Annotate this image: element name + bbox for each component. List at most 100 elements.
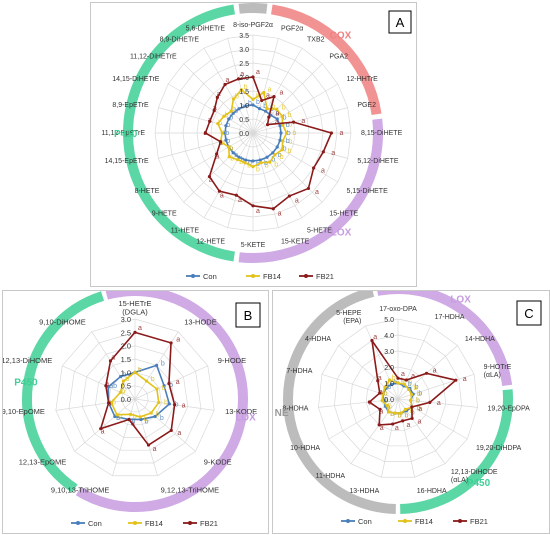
- significance-letter: b: [226, 138, 230, 145]
- axis-label-5-12-dihete: 5,12-DiHETE: [357, 158, 399, 165]
- data-point-fb14: [268, 160, 272, 164]
- tick-label: 2.0: [121, 342, 131, 351]
- axis-label-pge2: PGE2: [357, 102, 376, 109]
- spoke-line: [62, 365, 136, 400]
- data-point-fb21: [169, 341, 173, 345]
- data-point-fb21: [312, 166, 316, 170]
- tick-label: 0.5: [121, 382, 131, 391]
- axis-label-9-hode: 9-HODE: [218, 356, 246, 365]
- spoke-line: [91, 331, 136, 400]
- axis-label-13-kode: 13-KODE: [225, 407, 257, 416]
- grid-ring: [68, 331, 202, 464]
- axis-label-5-6-dihetre: 5,6-DiHETrE: [186, 26, 226, 33]
- significance-letter: b: [287, 130, 291, 137]
- group-ring-lox: [377, 291, 513, 386]
- legend-marker-fb21: [304, 274, 308, 278]
- significance-letter: a: [209, 177, 213, 184]
- significance-letter: a: [321, 168, 325, 175]
- axis-label-8-iso-pgf2: 8-iso-PGF2α: [233, 22, 273, 29]
- significance-letter: b: [283, 145, 287, 152]
- significance-letter: a: [275, 111, 279, 118]
- spoke-line: [134, 398, 158, 476]
- data-point-fb14: [265, 107, 269, 111]
- data-point-fb21: [167, 381, 171, 386]
- spoke-line: [112, 398, 136, 476]
- spoke-line: [252, 132, 303, 219]
- legend-label-con: Con: [88, 519, 102, 528]
- series-line-fb21: [368, 340, 458, 426]
- group-ring-p450: [123, 4, 235, 262]
- significance-letter: b: [392, 375, 396, 382]
- data-point-fb21: [215, 152, 219, 156]
- tick-label: 1.0: [121, 368, 131, 377]
- significance-letter: a: [203, 130, 207, 137]
- data-point-fb21: [287, 194, 291, 198]
- group-ring-ne: [238, 3, 268, 14]
- data-point-fb21: [172, 403, 177, 407]
- significance-letter: a: [256, 208, 260, 215]
- tick-label: 5.0: [384, 317, 394, 324]
- data-point-fb21: [251, 75, 255, 79]
- significance-letter: b: [282, 104, 286, 111]
- data-point-con: [275, 145, 279, 149]
- series-line-con: [107, 364, 171, 421]
- significance-letter: b: [383, 398, 387, 405]
- spoke-line: [397, 398, 468, 440]
- data-point-fb14: [231, 97, 235, 101]
- significance-letter: a: [437, 400, 441, 407]
- tick-label: 4.0: [384, 333, 394, 340]
- significance-letter: b: [234, 108, 238, 115]
- axis-label-12-hete: 12-HETE: [196, 238, 225, 245]
- data-point-con: [258, 158, 262, 162]
- data-point-con: [118, 374, 123, 379]
- significance-letter: b: [121, 388, 125, 395]
- spoke-line: [167, 132, 254, 183]
- data-point-con: [244, 158, 248, 162]
- significance-letter: b: [384, 390, 388, 397]
- axis-label-8-15-dihete: 8,15-DiHETE: [361, 130, 403, 137]
- data-point-fb14: [227, 145, 231, 149]
- significance-letter: a: [339, 130, 343, 137]
- tick-label: 3.0: [121, 315, 131, 324]
- significance-letter: b: [390, 411, 394, 418]
- significance-letter: a: [131, 420, 135, 427]
- significance-letter: b: [175, 401, 179, 408]
- significance-letter: b: [401, 378, 405, 385]
- data-point-con: [237, 155, 241, 159]
- data-point-fb21: [218, 140, 223, 144]
- significance-letter: a: [177, 430, 181, 437]
- data-point-fb14: [229, 109, 233, 113]
- tick-label: 1.5: [239, 89, 249, 96]
- significance-letter: b: [145, 419, 149, 426]
- significance-letter: ab: [109, 383, 117, 390]
- data-point-fb21: [203, 131, 207, 135]
- data-point-fb21: [377, 423, 381, 427]
- significance-letter: b: [131, 419, 135, 426]
- significance-letter: b: [169, 382, 173, 389]
- data-point-fb14: [236, 158, 240, 162]
- significance-letter: a: [407, 422, 411, 429]
- tick-label: 3.5: [239, 33, 249, 40]
- data-point-con: [106, 385, 110, 389]
- significance-letter: b: [278, 152, 282, 159]
- data-point-fb21: [378, 407, 382, 411]
- data-point-fb14: [259, 161, 263, 165]
- data-point-fb14: [273, 153, 277, 157]
- spoke-line: [321, 373, 399, 400]
- tick-label: 2.0: [239, 75, 249, 82]
- series-line-fb21: [99, 331, 176, 447]
- group-ring-cox: [271, 4, 382, 115]
- significance-letter: b: [133, 414, 137, 421]
- grid-ring: [55, 318, 215, 477]
- significance-letter: a: [138, 325, 142, 332]
- significance-letter: b: [162, 385, 166, 392]
- significance-letter: a: [256, 69, 260, 76]
- significance-letter: b: [144, 416, 148, 423]
- legend-marker-con: [346, 519, 350, 523]
- group-label-cox: COX: [330, 31, 352, 42]
- legend-label-con: Con: [358, 517, 372, 526]
- data-point-fb14: [383, 385, 387, 389]
- grid-ring: [81, 345, 189, 451]
- spoke-line: [183, 132, 254, 203]
